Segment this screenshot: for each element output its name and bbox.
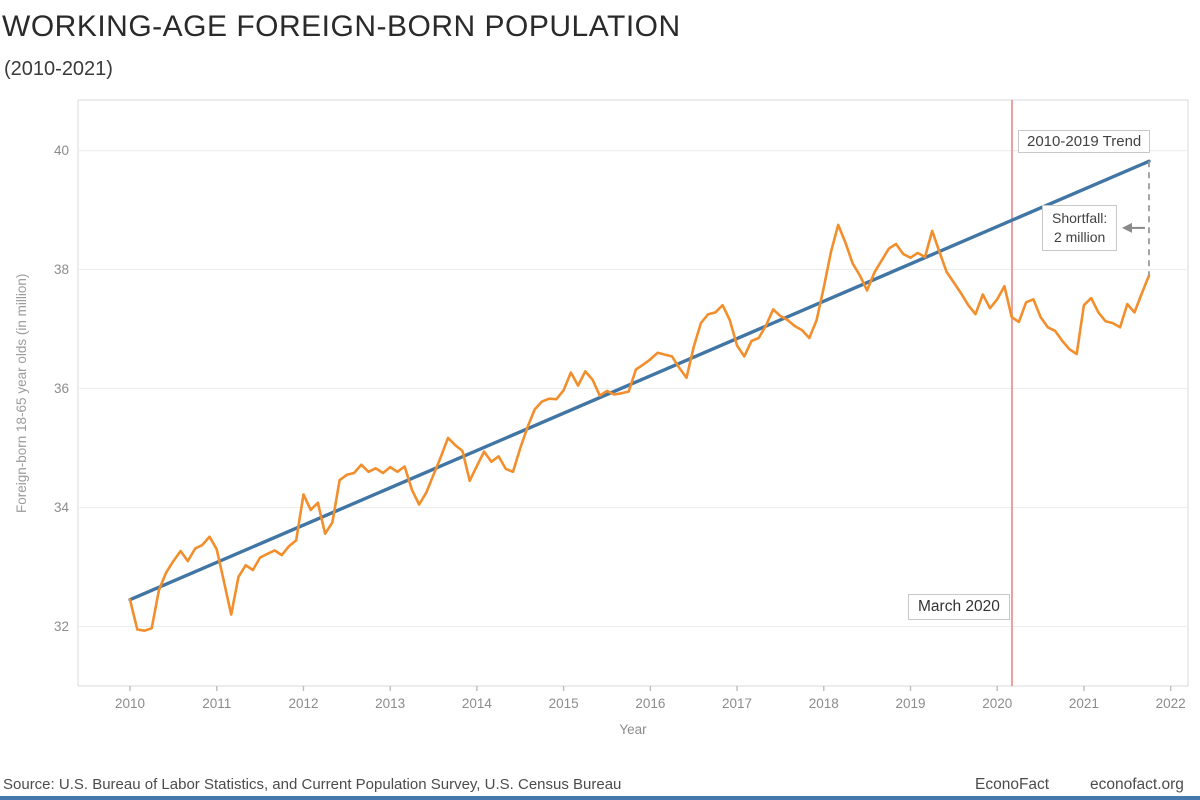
y-tick-label: 40 (54, 143, 69, 158)
x-tick-label: 2019 (895, 696, 925, 711)
shortfall-arrowhead (1121, 222, 1132, 233)
y-tick-label: 34 (54, 500, 70, 515)
econofact-url: econofact.org (1090, 776, 1184, 793)
x-axis-title: Year (619, 722, 647, 737)
x-tick-label: 2020 (982, 696, 1012, 711)
x-tick-label: 2017 (722, 696, 752, 711)
shortfall-line2: 2 million (1053, 229, 1106, 245)
x-tick-label: 2016 (635, 696, 665, 711)
y-axis-title: Foreign-born 18-65 year olds (in million… (14, 273, 29, 513)
x-tick-label: 2018 (809, 696, 839, 711)
trend-annotation-box: 2010-2019 Trend (1018, 130, 1151, 153)
trend-line (128, 159, 1151, 602)
y-tick-label: 36 (54, 381, 69, 396)
x-tick-label: 2011 (202, 696, 231, 711)
y-tick-label: 32 (54, 619, 69, 634)
econofact-brand: EconoFact (975, 776, 1050, 793)
page-subtitle: (2010-2021) (4, 58, 113, 80)
x-tick-label: 2022 (1156, 696, 1186, 711)
x-tick-label: 2010 (115, 696, 145, 711)
shortfall-annotation-box: Shortfall: 2 million (1042, 205, 1118, 251)
x-tick-label: 2012 (288, 696, 318, 711)
x-tick-label: 2021 (1069, 696, 1099, 711)
brand-bottom-bar (0, 796, 1200, 800)
x-tick-label: 2015 (549, 696, 579, 711)
x-tick-label: 2014 (462, 696, 493, 711)
plot-border (77, 99, 1189, 687)
page-title: WORKING-AGE FOREIGN-BORN POPULATION (2, 10, 681, 43)
y-tick-label: 38 (54, 262, 69, 277)
source-credit: Source: U.S. Bureau of Labor Statistics,… (3, 776, 622, 793)
x-tick-label: 2013 (375, 696, 405, 711)
population-line (128, 223, 1151, 633)
shortfall-line1: Shortfall: (1052, 210, 1108, 226)
march-2020-annotation-box: March 2020 (908, 594, 1010, 620)
